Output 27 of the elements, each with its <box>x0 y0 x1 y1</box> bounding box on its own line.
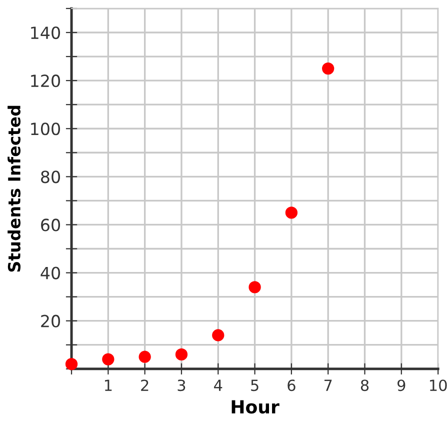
x-tick-label: 9 <box>398 380 406 392</box>
x-tick-label: 2 <box>141 380 148 391</box>
x-tick-label: 7 <box>324 380 332 391</box>
point <box>322 62 334 75</box>
y-tick-label: 140 <box>31 26 60 40</box>
x-tick-label: 4 <box>214 380 222 391</box>
point <box>175 348 188 361</box>
point <box>65 358 78 370</box>
point <box>138 350 151 363</box>
x-tick-label: 5 <box>251 380 258 392</box>
y-tick-label: 120 <box>31 74 60 88</box>
y-tick-label: 20 <box>41 314 60 328</box>
point <box>102 353 114 366</box>
point <box>285 206 298 219</box>
y-tick-label: 60 <box>41 218 60 232</box>
point <box>248 281 261 294</box>
y-tick-label: 40 <box>40 266 60 280</box>
y-axis-title: Students Infected <box>8 106 21 272</box>
x-tick-label: 6 <box>288 380 296 392</box>
y-tick-label: 100 <box>31 122 60 136</box>
point <box>212 329 224 342</box>
x-tick-label: 1 <box>104 380 112 391</box>
y-tick-label: 80 <box>41 170 60 184</box>
x-axis-title: Hour <box>232 400 280 414</box>
x-tick-label: 8 <box>360 380 369 392</box>
x-tick-label: 10 <box>430 380 447 392</box>
x-tick-label: 3 <box>178 380 186 392</box>
